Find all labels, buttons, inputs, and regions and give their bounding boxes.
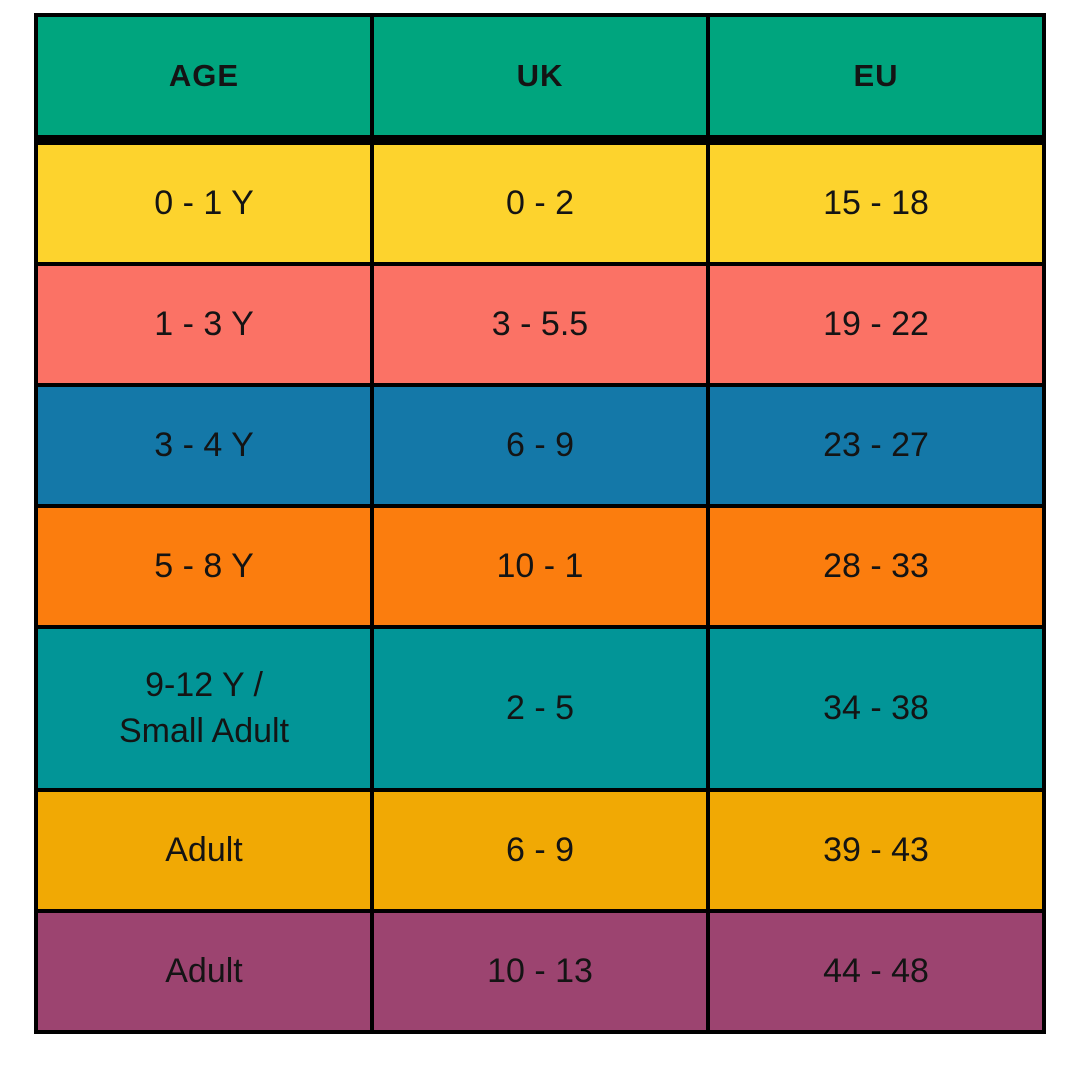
size-chart-table: AGE UK EU 0 - 1 Y 0 - 2 15 - 18 1 - 3 Y … [34,13,1046,1034]
cell-uk: 10 - 13 [370,909,710,1034]
table-row: 9-12 Y / Small Adult 2 - 5 34 - 38 [34,625,1046,792]
cell-age: 3 - 4 Y [34,383,374,508]
column-header-age: AGE [34,13,374,145]
cell-age: 5 - 8 Y [34,504,374,629]
table-row: 0 - 1 Y 0 - 2 15 - 18 [34,138,1046,266]
cell-age: Adult [34,909,374,1034]
cell-eu: 44 - 48 [706,909,1046,1034]
table-row: Adult 10 - 13 44 - 48 [34,909,1046,1034]
cell-age: 0 - 1 Y [34,138,374,266]
cell-eu: 23 - 27 [706,383,1046,508]
header-row: AGE UK EU [34,13,1046,145]
column-header-uk: UK [370,13,710,145]
cell-eu: 28 - 33 [706,504,1046,629]
cell-eu: 19 - 22 [706,262,1046,387]
cell-uk: 0 - 2 [370,138,710,266]
cell-age: Adult [34,788,374,913]
cell-age: 1 - 3 Y [34,262,374,387]
table-row: 1 - 3 Y 3 - 5.5 19 - 22 [34,262,1046,387]
cell-uk: 6 - 9 [370,788,710,913]
cell-eu: 34 - 38 [706,625,1046,792]
cell-age: 9-12 Y / Small Adult [34,625,374,792]
cell-eu: 39 - 43 [706,788,1046,913]
table-row: Adult 6 - 9 39 - 43 [34,788,1046,913]
cell-uk: 2 - 5 [370,625,710,792]
cell-uk: 3 - 5.5 [370,262,710,387]
cell-eu: 15 - 18 [706,138,1046,266]
column-header-eu: EU [706,13,1046,145]
table-row: 5 - 8 Y 10 - 1 28 - 33 [34,504,1046,629]
table-row: 3 - 4 Y 6 - 9 23 - 27 [34,383,1046,508]
cell-uk: 6 - 9 [370,383,710,508]
cell-uk: 10 - 1 [370,504,710,629]
